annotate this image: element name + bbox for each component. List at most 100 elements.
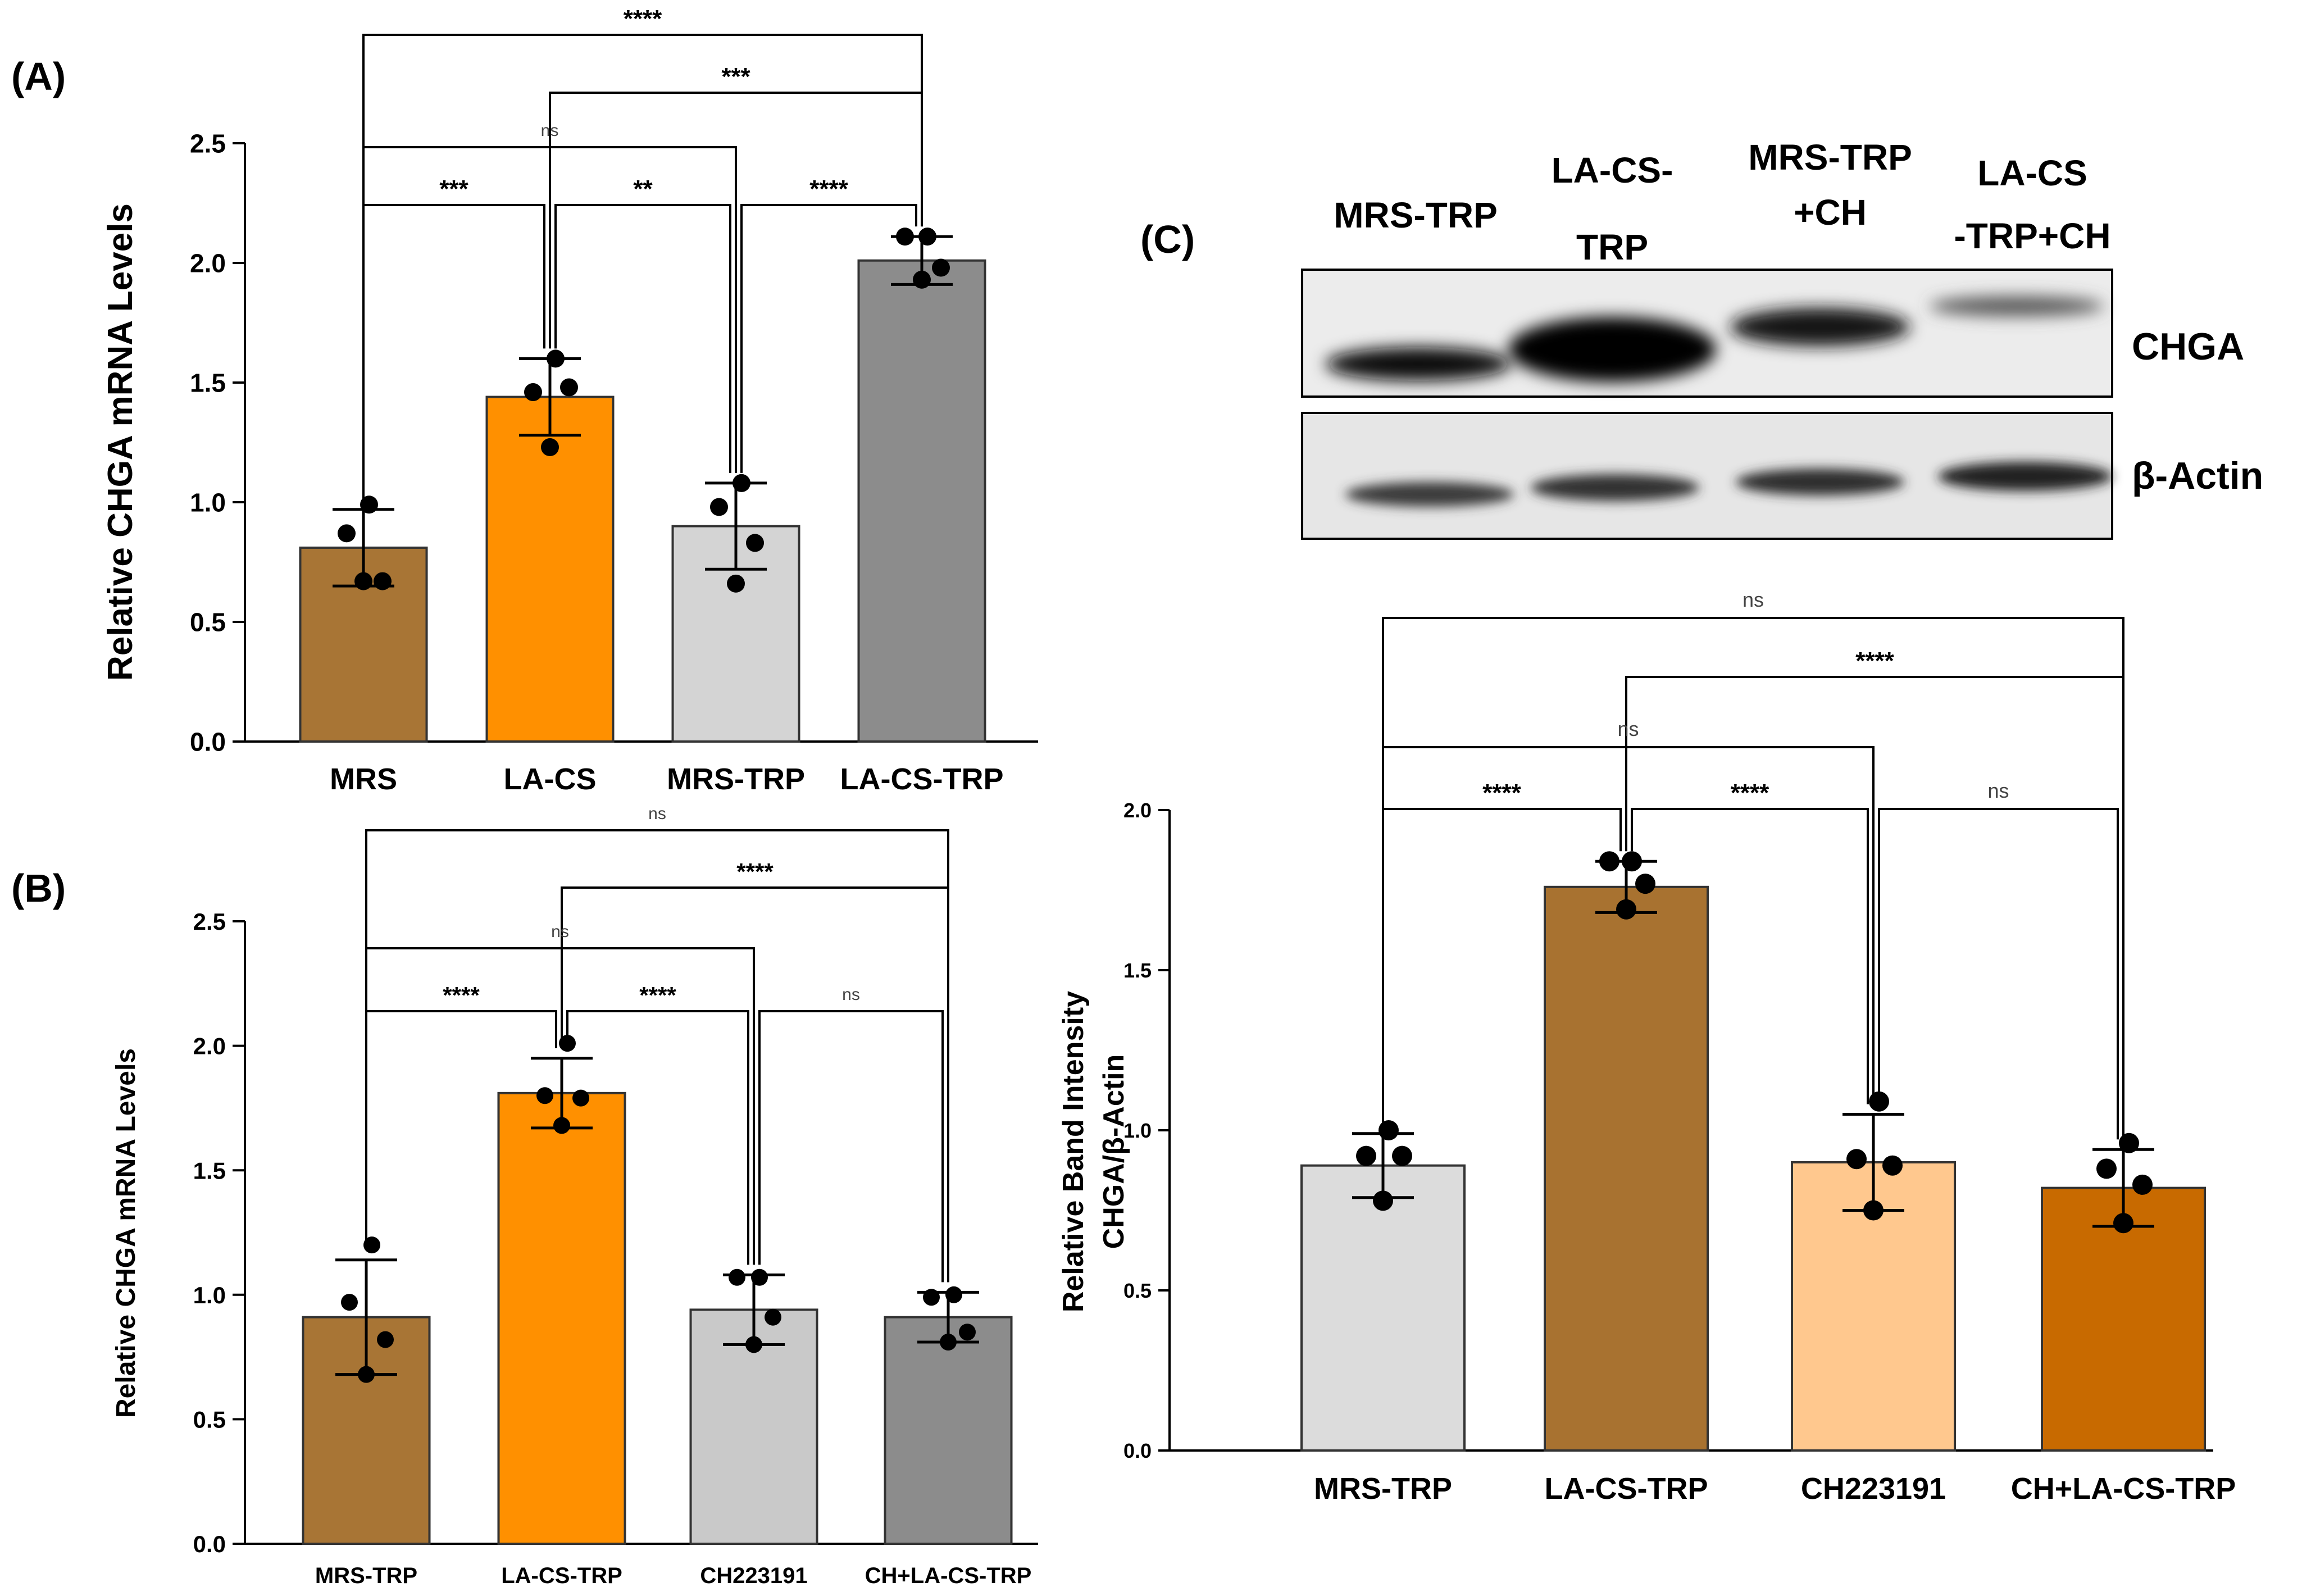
- actin-band-3: [1736, 469, 1904, 495]
- data-point: [360, 495, 378, 514]
- actin-band-4: [1938, 462, 2112, 491]
- category-label: CH223191: [1801, 1472, 1946, 1506]
- y-tick-label: 1.0: [1123, 1119, 1152, 1142]
- category-label: MRS-TRP: [315, 1563, 417, 1588]
- data-point: [746, 534, 764, 552]
- data-point: [358, 1366, 375, 1383]
- y-tick-label: 2.5: [190, 129, 226, 158]
- significance-bracket: [549, 92, 923, 349]
- data-point: [1373, 1190, 1393, 1211]
- data-point: [2113, 1213, 2133, 1234]
- data-point: [2119, 1133, 2139, 1153]
- y-tick-label: 2.0: [190, 249, 226, 278]
- data-point: [2096, 1158, 2117, 1179]
- data-point: [547, 349, 565, 368]
- significance-label: ns: [648, 804, 666, 823]
- data-point: [896, 228, 914, 246]
- data-point: [572, 1089, 589, 1107]
- significance-bracket: [561, 886, 949, 1283]
- panel-label-a: (A): [11, 54, 66, 98]
- significance-bracket: [554, 204, 731, 473]
- bar-la-cs-trp: [1544, 885, 1709, 1452]
- significance-bracket: [1625, 676, 2124, 1140]
- significance-label: ****: [639, 982, 676, 1008]
- significance-label: ****: [736, 858, 774, 885]
- significance-label: ns: [842, 985, 860, 1004]
- data-point: [1863, 1200, 1884, 1221]
- data-point: [338, 524, 356, 543]
- significance-label: ns: [1743, 588, 1764, 611]
- significance-label: ****: [1731, 779, 1769, 807]
- data-point: [710, 498, 728, 516]
- panel-label-c: (C): [1140, 217, 1195, 261]
- bar-la-cs-trp: [497, 1092, 626, 1545]
- lane-header-3-line1: MRS-TRP: [1748, 137, 1912, 178]
- significance-label: ****: [1855, 647, 1894, 675]
- data-point: [733, 474, 750, 492]
- blot-row-label-chga: CHGA: [2132, 325, 2244, 368]
- data-point: [959, 1324, 976, 1341]
- chga-band-4: [1930, 296, 2104, 316]
- data-point: [765, 1308, 781, 1326]
- y-tick-label: 0.0: [190, 727, 226, 757]
- y-tick-label: 0.5: [1123, 1279, 1152, 1302]
- y-axis-title-line2: CHGA/β-Actin: [1098, 1054, 1130, 1249]
- significance-label: ****: [624, 5, 662, 33]
- actin-band-1: [1345, 482, 1514, 507]
- data-point: [913, 270, 931, 289]
- significance-label: ns: [1617, 717, 1639, 740]
- data-point: [1846, 1149, 1867, 1170]
- y-tick-label: 1.0: [193, 1282, 226, 1308]
- chart-panel-a: 0.0 0.5 1.0 1.5 2.0 2.5 Relative CHGA mRNA Lev…: [101, 5, 1038, 796]
- data-point: [363, 1236, 380, 1254]
- y-tick-label: 0.0: [1123, 1439, 1152, 1462]
- y-tick-label: 2.0: [1123, 799, 1152, 822]
- data-point: [541, 438, 559, 457]
- chart-panel-b: 0.0 0.5 1.0 1.5 2.0 2.5 Relative CHGA mRNA Lev…: [111, 804, 1038, 1588]
- chga-band-3: [1730, 308, 1910, 346]
- y-tick-label: 0.5: [190, 608, 226, 637]
- significance-bracket: [1382, 617, 2124, 1140]
- significance-bracket: [362, 34, 923, 499]
- blot-row-label-actin: β-Actin: [2132, 454, 2263, 497]
- category-label: MRS: [330, 762, 397, 796]
- significance-label: ****: [809, 175, 848, 203]
- y-axis-title: Relative CHGA mRNA Levels: [111, 1048, 141, 1418]
- lane-header-3-line2: +CH: [1794, 192, 1867, 233]
- data-point: [377, 1331, 394, 1348]
- data-point: [1356, 1145, 1376, 1166]
- category-label: CH223191: [700, 1563, 807, 1588]
- data-point: [1616, 899, 1636, 920]
- data-point: [560, 378, 578, 397]
- y-tick-label: 1.0: [190, 488, 226, 517]
- data-point: [1392, 1145, 1412, 1166]
- y-tick-label: 0.5: [193, 1407, 226, 1433]
- significance-label: ns: [541, 121, 559, 140]
- category-label: MRS-TRP: [1314, 1472, 1452, 1506]
- data-point: [745, 1336, 762, 1353]
- y-tick-label: 2.5: [193, 908, 226, 935]
- western-blot: MRS-TRP LA-CS- TRP MRS-TRP +CH LA-CS -TR…: [1301, 137, 2263, 540]
- data-point: [1882, 1155, 1903, 1176]
- data-point: [727, 574, 745, 593]
- category-label: CH+LA-CS-TRP: [865, 1563, 1032, 1588]
- significance-label: **: [633, 175, 653, 203]
- lane-header-4-line2: -TRP+CH: [1954, 216, 2110, 256]
- bar-la-cs-trp: [857, 259, 986, 743]
- y-axis-title: Relative CHGA mRNA Levels: [101, 203, 140, 681]
- y-axis-title: Relative Band Intensity: [1057, 991, 1090, 1312]
- lane-header-2-line1: LA-CS-: [1552, 150, 1673, 190]
- y-tick-label: 2.0: [193, 1033, 226, 1060]
- data-point: [2132, 1174, 2153, 1195]
- category-label: LA-CS-TRP: [501, 1563, 622, 1588]
- chga-band-1: [1326, 347, 1511, 381]
- category-label: CH+LA-CS-TRP: [2011, 1472, 2236, 1506]
- category-label: LA-CS: [504, 762, 597, 796]
- significance-bracket: [365, 1010, 557, 1250]
- significance-bracket: [740, 204, 917, 473]
- significance-bracket: [1878, 808, 2119, 1140]
- category-label: LA-CS-TRP: [1545, 1472, 1708, 1506]
- significance-bracket: [365, 829, 949, 1283]
